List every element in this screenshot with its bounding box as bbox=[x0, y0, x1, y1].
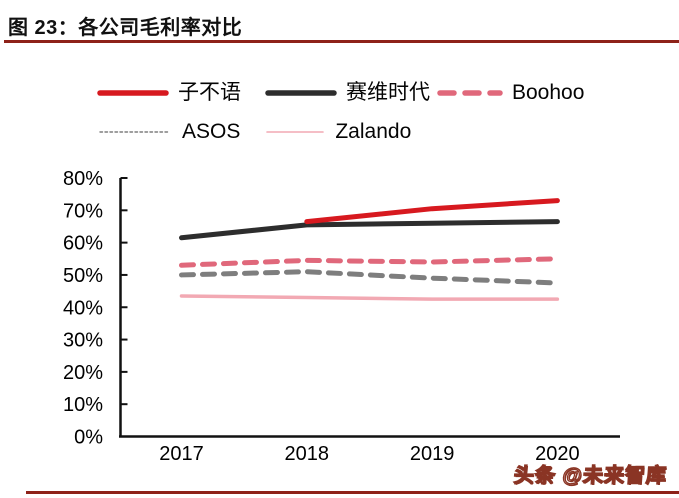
legend-item-Zalando: Zalando bbox=[264, 119, 411, 145]
legend-label-赛维时代: 赛维时代 bbox=[346, 81, 430, 104]
y-tick-label: 10% bbox=[63, 394, 103, 416]
legend-label-Zalando: Zalando bbox=[335, 120, 412, 143]
x-tick-label: 2018 bbox=[285, 443, 330, 465]
legend-label-Boohoo: Boohoo bbox=[512, 81, 585, 104]
legend-label-ASOS: ASOS bbox=[182, 120, 241, 143]
y-tick-label: 70% bbox=[63, 200, 103, 222]
series-line-ASOS bbox=[179, 269, 560, 286]
figure-title: 图 23：各公司毛利率对比 bbox=[8, 17, 243, 39]
series-line-子不语 bbox=[304, 198, 560, 225]
legend-item-Boohoo: Boohoo bbox=[437, 80, 584, 106]
legend-swatch-Boohoo bbox=[437, 90, 503, 96]
y-tick-label: 80% bbox=[63, 168, 103, 190]
legend-item-ASOS: ASOS bbox=[97, 119, 240, 145]
legend-item-子不语: 子不语 bbox=[97, 80, 241, 106]
legend-swatch-ASOS bbox=[99, 131, 171, 133]
legend-item-赛维时代: 赛维时代 bbox=[265, 80, 430, 106]
y-tick-label: 40% bbox=[63, 297, 103, 319]
title-underline bbox=[4, 40, 679, 43]
bottom-rule bbox=[26, 491, 679, 494]
x-tick-label: 2019 bbox=[410, 443, 455, 465]
chart-legend: 子不语 赛维时代 Boohoo ASOS Zalando bbox=[97, 80, 617, 158]
y-tick-label: 60% bbox=[63, 233, 103, 255]
legend-swatch-Zalando bbox=[266, 131, 325, 133]
y-tick-label: 0% bbox=[74, 427, 103, 449]
y-tick-label: 30% bbox=[63, 330, 103, 352]
legend-label-子不语: 子不语 bbox=[178, 81, 241, 104]
x-tick-label: 2020 bbox=[535, 443, 580, 465]
series-line-赛维时代 bbox=[179, 219, 560, 241]
legend-swatch-赛维时代 bbox=[265, 90, 337, 96]
y-tick-label: 20% bbox=[63, 362, 103, 384]
legend-swatch-子不语 bbox=[97, 90, 169, 96]
series-line-Zalando bbox=[179, 294, 560, 301]
watermark: 头条 @未来智库 bbox=[512, 464, 668, 487]
y-tick-label: 50% bbox=[63, 265, 103, 287]
x-tick-label: 2017 bbox=[159, 443, 204, 465]
series-line-Boohoo bbox=[179, 256, 560, 268]
